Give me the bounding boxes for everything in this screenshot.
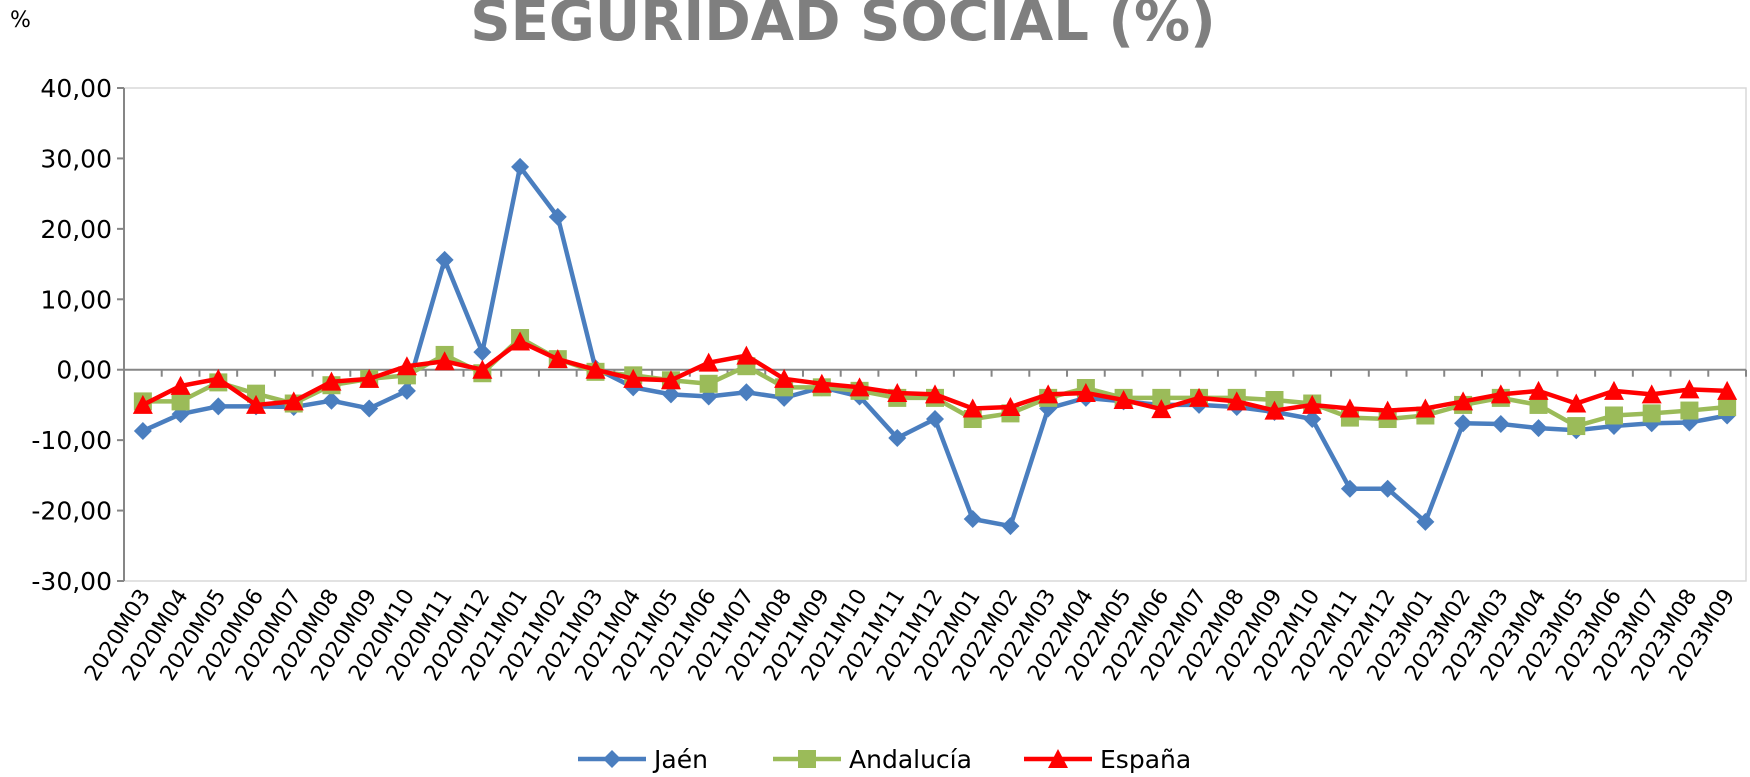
marker	[547, 349, 568, 369]
marker	[1038, 384, 1059, 404]
marker	[473, 343, 492, 362]
marker	[698, 352, 719, 372]
marker	[1339, 398, 1360, 418]
marker	[737, 383, 756, 402]
marker	[246, 394, 267, 414]
marker	[736, 345, 757, 365]
marker	[1264, 400, 1285, 420]
marker	[1454, 414, 1473, 433]
legend-item: España	[1024, 745, 1191, 774]
marker	[1302, 394, 1323, 414]
marker	[1378, 479, 1397, 498]
marker	[1075, 382, 1096, 402]
y-axis-label: %	[10, 8, 31, 33]
marker	[1151, 399, 1172, 419]
marker	[1416, 512, 1435, 531]
marker	[359, 368, 380, 388]
marker	[1604, 406, 1623, 425]
y-tick-label: -10,00	[31, 426, 112, 455]
marker	[510, 331, 531, 351]
marker	[1567, 417, 1586, 436]
marker	[1641, 384, 1662, 404]
legend-item: Andalucía	[773, 745, 972, 774]
marker	[1226, 391, 1247, 411]
marker	[849, 377, 870, 397]
y-tick-label: 20,00	[40, 215, 112, 244]
legend-label: España	[1100, 745, 1191, 774]
marker	[208, 368, 229, 388]
marker	[1679, 379, 1700, 399]
y-tick-label: 30,00	[40, 144, 112, 173]
marker	[1048, 749, 1068, 768]
marker	[1113, 389, 1134, 409]
marker	[623, 368, 644, 388]
marker	[133, 421, 152, 440]
marker	[1415, 398, 1436, 418]
chart-title: SEGURIDAD SOCIAL (%)	[470, 0, 1215, 54]
y-tick-label: 0,00	[56, 356, 112, 385]
marker	[170, 375, 191, 395]
marker	[322, 391, 341, 410]
legend-label: Jaén	[652, 745, 708, 774]
marker	[887, 382, 908, 402]
marker	[888, 429, 907, 448]
marker	[1528, 380, 1549, 400]
marker	[963, 510, 982, 529]
marker	[1000, 397, 1021, 417]
marker	[699, 374, 718, 393]
marker	[962, 398, 983, 418]
y-tick-label: -20,00	[31, 497, 112, 526]
marker	[1680, 401, 1699, 420]
legend-label: Andalucía	[849, 745, 972, 774]
marker	[511, 157, 530, 176]
marker	[1303, 410, 1322, 429]
marker	[360, 399, 379, 418]
marker	[434, 351, 455, 371]
marker	[171, 392, 190, 411]
marker	[435, 250, 454, 269]
marker	[132, 394, 153, 414]
marker	[660, 370, 681, 390]
marker	[209, 397, 228, 416]
series-line	[141, 164, 1728, 529]
marker	[603, 750, 621, 768]
marker	[585, 359, 606, 379]
marker	[472, 359, 493, 379]
marker	[1491, 414, 1510, 433]
marker	[247, 384, 266, 403]
marker	[1566, 393, 1587, 413]
marker	[661, 385, 680, 404]
marker	[321, 371, 342, 391]
marker	[774, 368, 795, 388]
marker	[1265, 390, 1284, 409]
legend-item: Jaén	[578, 745, 708, 774]
marker	[1340, 479, 1359, 498]
marker	[926, 410, 944, 429]
y-tick-label: -30,00	[31, 567, 112, 596]
marker	[798, 750, 816, 768]
marker	[1717, 380, 1738, 400]
marker	[1529, 419, 1548, 438]
marker	[1529, 395, 1548, 414]
marker	[396, 356, 417, 376]
marker	[1603, 380, 1624, 400]
marker	[1152, 388, 1171, 407]
y-tick-label: 40,00	[40, 74, 112, 103]
marker	[925, 384, 945, 404]
plot-border	[123, 87, 1747, 582]
y-tick-label: 10,00	[40, 285, 112, 314]
marker	[1189, 387, 1210, 407]
marker	[548, 207, 567, 226]
marker	[397, 381, 416, 400]
marker	[811, 373, 832, 393]
marker	[283, 391, 304, 411]
marker	[1453, 391, 1474, 411]
marker	[1490, 384, 1511, 404]
marker	[1001, 517, 1020, 536]
marker	[1642, 404, 1661, 423]
marker	[1377, 400, 1398, 420]
marker	[1718, 398, 1737, 417]
